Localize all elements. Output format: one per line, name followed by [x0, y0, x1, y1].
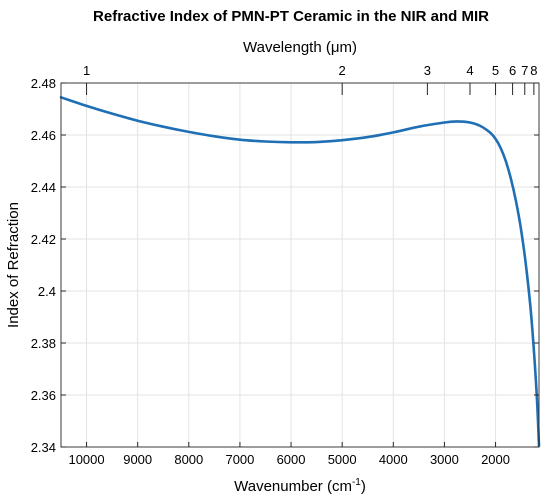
top-tick-label: 5	[492, 63, 499, 78]
x-tick-label: 6000	[277, 452, 306, 467]
top-axis-label: Wavelength (μm)	[243, 39, 357, 56]
x-axis-label: Wavenumber (cm-1)	[234, 477, 366, 495]
y-tick-label: 2.46	[31, 128, 56, 143]
y-tick-label: 2.36	[31, 388, 56, 403]
y-tick-label: 2.38	[31, 336, 56, 351]
top-tick-label: 3	[424, 63, 431, 78]
x-tick-label: 10000	[68, 452, 104, 467]
top-tick-label: 6	[509, 63, 516, 78]
plot-area	[61, 83, 539, 447]
y-axis-label: Index of Refraction	[5, 202, 22, 328]
y-tick-label: 2.44	[31, 180, 56, 195]
y-axis-ticks: 2.34 2.36 2.38 2.4 2.42 2.44 2.46 2.48	[31, 76, 539, 455]
x-axis-label-main: Wavenumber (cm	[234, 478, 352, 495]
top-tick-label: 7	[521, 63, 528, 78]
x-tick-label: 2000	[481, 452, 510, 467]
x-tick-label: 9000	[123, 452, 152, 467]
y-tick-label: 2.42	[31, 232, 56, 247]
top-tick-label: 1	[83, 63, 90, 78]
x-axis-label-superscript: -1	[352, 477, 361, 488]
top-tick-label: 4	[466, 63, 473, 78]
x-tick-label: 3000	[430, 452, 459, 467]
x-tick-label: 4000	[379, 452, 408, 467]
y-tick-label: 2.34	[31, 440, 56, 455]
x-axis-label-close: )	[361, 478, 366, 495]
series-line	[59, 96, 541, 447]
top-tick-label: 2	[339, 63, 346, 78]
y-tick-label: 2.4	[38, 284, 56, 299]
top-tick-label: 8	[530, 63, 537, 78]
grid-lines	[61, 83, 539, 447]
chart-title: Refractive Index of PMN-PT Ceramic in th…	[93, 8, 489, 25]
y-tick-label: 2.48	[31, 76, 56, 91]
x-axis-ticks: 10000 9000 8000 7000 6000 5000 4000 3000 2000	[68, 442, 510, 467]
x-tick-label: 7000	[225, 452, 254, 467]
x-tick-label: 8000	[174, 452, 203, 467]
x-tick-label: 5000	[328, 452, 357, 467]
plot-frame	[60, 82, 540, 448]
